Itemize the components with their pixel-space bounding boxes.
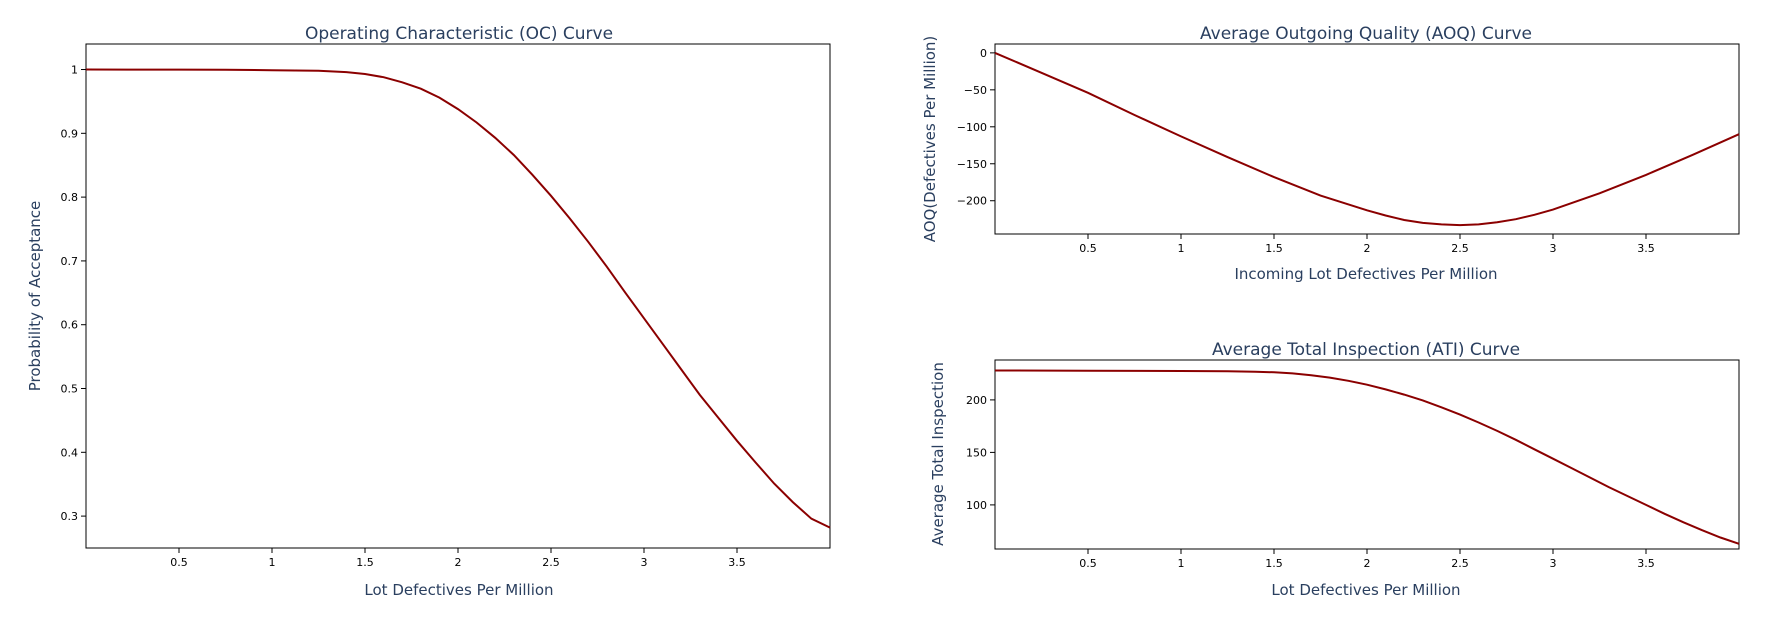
oc-chart-title: Operating Characteristic (OC) Curve bbox=[305, 24, 613, 44]
oc-y-tick-label: 0.8 bbox=[61, 191, 79, 204]
ati-series-line bbox=[994, 369, 1740, 545]
ati-y-axis-title: Average Total Inspection bbox=[929, 362, 947, 546]
ati-y-tick-label: 200 bbox=[966, 394, 987, 407]
oc-x-tick-label: 3.5 bbox=[728, 556, 746, 569]
ati-y-tick-label: 100 bbox=[966, 499, 987, 512]
oc-y-ticks: 0.3 0.4 0.5 0.6 0.7 0.8 0.9 1 bbox=[61, 64, 86, 523]
aoq-x-axis-title: Incoming Lot Defectives Per Million bbox=[1234, 265, 1497, 283]
aoq-y-axis-title: AOQ(Defectives Per Million) bbox=[921, 36, 939, 243]
oc-x-tick-label: 2.5 bbox=[542, 556, 560, 569]
oc-y-tick-label: 0.4 bbox=[61, 446, 79, 459]
ati-plot-frame bbox=[994, 359, 1740, 550]
oc-y-tick-label: 0.6 bbox=[61, 319, 79, 332]
aoq-x-tick-label: 2.5 bbox=[1451, 242, 1469, 255]
aoq-chart-title: Average Outgoing Quality (AOQ) Curve bbox=[1200, 24, 1532, 44]
aoq-x-tick-label: 1.5 bbox=[1265, 242, 1283, 255]
aoq-x-tick-label: 3.5 bbox=[1637, 242, 1655, 255]
oc-chart: Operating Characteristic (OC) Curve 0.5 1… bbox=[26, 24, 831, 599]
ati-x-tick-label: 1 bbox=[1178, 557, 1185, 570]
aoq-y-tick-label: −150 bbox=[957, 158, 987, 171]
aoq-y-tick-label: 0 bbox=[980, 47, 987, 60]
ati-chart: Average Total Inspection (ATI) Curve 0.5… bbox=[929, 340, 1740, 599]
oc-plot-frame bbox=[85, 43, 831, 549]
aoq-x-tick-label: 3 bbox=[1550, 242, 1557, 255]
ati-y-tick-label: 150 bbox=[966, 446, 987, 459]
oc-x-tick-label: 3 bbox=[641, 556, 648, 569]
ati-y-ticks: 100 150 200 bbox=[966, 394, 995, 512]
aoq-y-tick-label: −100 bbox=[957, 121, 987, 134]
aoq-y-tick-label: −50 bbox=[964, 84, 987, 97]
oc-x-axis-title: Lot Defectives Per Million bbox=[364, 581, 553, 599]
ati-x-tick-label: 3 bbox=[1550, 557, 1557, 570]
oc-y-tick-label: 1 bbox=[71, 64, 78, 77]
ati-x-tick-label: 3.5 bbox=[1637, 557, 1655, 570]
ati-x-tick-label: 2 bbox=[1364, 557, 1371, 570]
ati-x-tick-label: 0.5 bbox=[1079, 557, 1097, 570]
aoq-x-tick-label: 2 bbox=[1364, 242, 1371, 255]
aoq-chart: Average Outgoing Quality (AOQ) Curve 0.5… bbox=[921, 24, 1740, 283]
aoq-y-ticks: −200 −150 −100 −50 0 bbox=[957, 47, 995, 208]
ati-x-tick-label: 2.5 bbox=[1451, 557, 1469, 570]
oc-x-ticks: 0.5 1 1.5 2 2.5 3 3.5 bbox=[170, 548, 746, 569]
oc-series-line bbox=[85, 68, 831, 529]
aoq-x-tick-label: 1 bbox=[1178, 242, 1185, 255]
ati-x-ticks: 0.5 1 1.5 2 2.5 3 3.5 bbox=[1079, 549, 1655, 570]
oc-x-tick-label: 1.5 bbox=[356, 556, 374, 569]
oc-x-tick-label: 0.5 bbox=[170, 556, 188, 569]
aoq-y-tick-label: −200 bbox=[957, 195, 987, 208]
oc-y-tick-label: 0.5 bbox=[61, 383, 79, 396]
ati-x-axis-title: Lot Defectives Per Million bbox=[1271, 581, 1460, 599]
aoq-x-tick-label: 0.5 bbox=[1079, 242, 1097, 255]
oc-y-axis-title: Probability of Acceptance bbox=[26, 201, 44, 392]
oc-x-tick-label: 1 bbox=[269, 556, 276, 569]
aoq-series-line bbox=[994, 51, 1740, 227]
oc-y-tick-label: 0.7 bbox=[61, 255, 79, 268]
oc-y-tick-label: 0.3 bbox=[61, 510, 79, 523]
ati-chart-title: Average Total Inspection (ATI) Curve bbox=[1212, 340, 1520, 360]
aoq-x-ticks: 0.5 1 1.5 2 2.5 3 3.5 bbox=[1079, 234, 1655, 255]
oc-y-tick-label: 0.9 bbox=[61, 127, 79, 140]
aoq-plot-frame bbox=[994, 43, 1740, 235]
ati-x-tick-label: 1.5 bbox=[1265, 557, 1283, 570]
oc-x-tick-label: 2 bbox=[455, 556, 462, 569]
